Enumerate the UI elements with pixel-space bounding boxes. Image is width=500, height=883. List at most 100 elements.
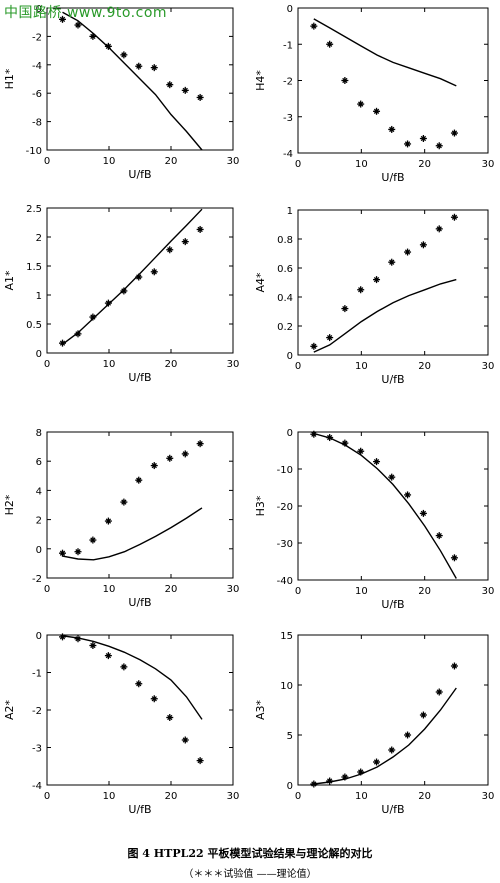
y-tick-label: 10 [280,681,293,692]
y-axis-title: A1* [3,270,16,291]
x-axis-title: U/fB [128,803,151,816]
marker-d2 [197,441,203,447]
marker-d2 [167,247,173,253]
y-tick-label: 0 [287,428,293,439]
theory-line [62,507,203,561]
experiment-point [435,532,443,540]
chart-panel-a2: 0 10 20 30 -4 -3 -2 -1 0 U/fB A2* [3,631,239,816]
marker-d2 [105,43,112,49]
experiment-point [74,330,82,338]
y-tick-label: 8 [36,428,42,439]
experiment-point [135,680,143,688]
theory-line [62,635,203,720]
marker-d2 [59,16,66,23]
theory-line [313,18,457,87]
marker-d2 [327,41,333,47]
experiment-point [450,213,458,221]
marker-d2 [105,652,112,659]
plot-frame [297,634,489,786]
marker-d2 [121,499,127,505]
x-tick-label: 30 [482,791,495,802]
x-axis-title: U/fB [128,168,151,181]
experiment-point [135,273,143,281]
experiment-point [89,32,97,40]
x-axis-title: U/fB [128,371,151,384]
experiment-point [435,142,443,150]
x-tick-label: 10 [103,156,116,167]
marker-d2 [59,634,66,640]
x-tick-label: 10 [103,791,116,802]
marker-d2 [105,300,112,306]
experiment-point [104,299,112,307]
chart-panel-h1: 0 10 20 30 -10 -8 -6 -4 -2 0 U/fB H1* [3,4,239,181]
chart-panel-h4: 0 10 20 30 -4 -3 -2 -1 0 U/fB H4* [254,4,494,184]
experiment-point [74,21,82,29]
y-tick-label: -6 [32,89,42,100]
x-axis-title: U/fB [381,171,404,184]
experiment-point [341,773,349,781]
y-tick-label: 0 [287,781,293,792]
y-tick-label: -1 [32,669,42,680]
x-axis-title: U/fB [381,373,404,386]
marker-d2 [151,269,157,275]
experiment-point [150,462,158,470]
experiment-point [326,40,334,48]
experiment-point [388,473,396,481]
plot-frame [46,207,234,354]
experiment-point [150,268,158,276]
marker-d2 [451,130,458,136]
x-tick-label: 0 [295,791,301,802]
marker-d2 [121,664,127,670]
x-tick-label: 30 [482,361,495,372]
experiment-point [59,633,66,641]
experiment-point [181,450,189,458]
x-tick-label: 0 [295,159,301,170]
y-tick-label: 2 [36,516,42,527]
x-tick-label: 10 [355,159,368,170]
marker-d2 [311,23,317,29]
y-tick-label: 1.5 [26,262,42,273]
marker-d2 [404,732,411,738]
marker-d2 [182,451,188,457]
marker-d2 [75,331,81,337]
y-tick-label: -1 [283,40,293,51]
experiment-point [388,125,396,133]
experiment-point [120,51,128,59]
experiment-point [419,135,427,142]
experiment-point [310,430,318,438]
marker-d2 [342,774,348,780]
marker-d2 [327,778,333,784]
marker-d2 [167,82,173,88]
theory-line [62,208,203,345]
experiment-point [135,62,143,70]
marker-d2 [197,226,203,233]
experiment-point [404,248,412,256]
experiment-point [59,339,66,347]
x-axis-title: U/fB [381,803,404,816]
y-tick-label: 0 [36,545,42,556]
y-tick-label: -10 [277,465,293,476]
experiment-point [373,107,381,115]
marker-d2 [311,431,317,437]
experiment-point [450,662,458,670]
y-tick-label: -2 [32,706,42,717]
experiment-point [196,440,204,448]
marker-d2 [311,343,317,349]
marker-d2 [404,492,411,498]
y-tick-label: 0 [287,351,293,362]
plot-frame [297,431,489,581]
marker-d2 [90,314,96,320]
experiment-point [181,86,189,94]
experiment-point [166,246,174,254]
x-tick-label: 20 [418,361,431,372]
caption-legend: （＊＊＊试验值 ——理论值） [183,869,317,880]
y-tick-label: 0.2 [277,322,293,333]
experiment-point [388,746,396,754]
experiment-point [357,447,365,455]
x-tick-label: 10 [355,586,368,597]
plot-frame [297,209,489,356]
experiment-point [435,688,443,696]
marker-d2 [311,781,317,787]
y-tick-label: 15 [280,631,293,642]
